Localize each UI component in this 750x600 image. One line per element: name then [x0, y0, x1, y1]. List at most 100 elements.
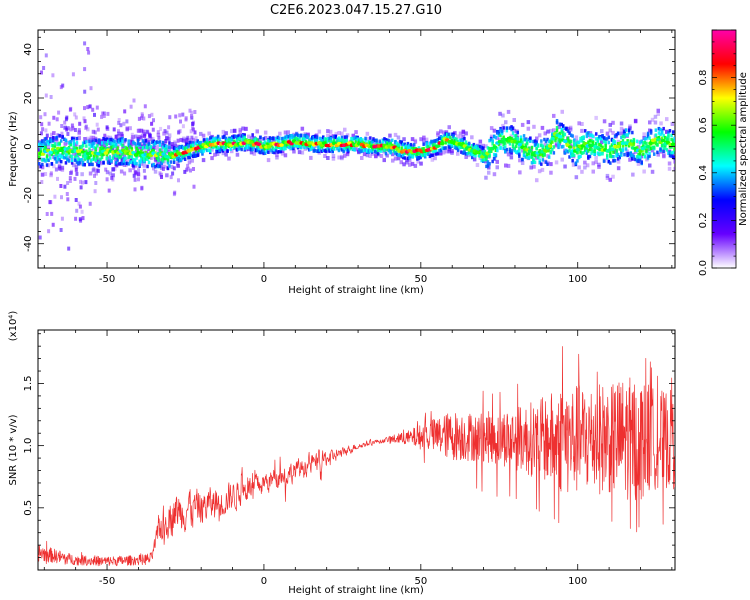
heatmap-cell [52, 150, 55, 154]
heatmap-cell [449, 142, 452, 146]
heatmap-cell [204, 144, 209, 149]
heatmap-cell [78, 121, 82, 126]
x-tick-label: 50 [414, 274, 427, 285]
heatmap-cell [58, 153, 61, 158]
heatmap-cell [42, 140, 46, 144]
heatmap-cell [326, 146, 330, 150]
heatmap-cell [68, 107, 72, 112]
heatmap-cell [535, 136, 539, 141]
heatmap-cell [216, 139, 220, 143]
heatmap-cell [187, 144, 190, 148]
heatmap-cell [42, 148, 46, 152]
heatmap-cell [52, 164, 56, 169]
heatmap-cell [633, 118, 638, 123]
heatmap-cell [430, 157, 435, 162]
heatmap-cell [612, 155, 615, 159]
heatmap-cell [414, 152, 418, 157]
heatmap-cell [623, 135, 626, 139]
heatmap-cell [422, 146, 425, 151]
heatmap-cell [560, 128, 563, 132]
heatmap-cell [73, 176, 77, 181]
heatmap-cell [45, 212, 49, 216]
heatmap-cell [278, 139, 281, 143]
heatmap-cell [433, 149, 436, 154]
heatmap-cell [569, 139, 573, 144]
heatmap-cell [613, 140, 617, 144]
heatmap-cell [337, 155, 341, 160]
heatmap-cell [75, 153, 79, 158]
heatmap-cell [665, 130, 669, 134]
heatmap-cell [278, 131, 282, 136]
heatmap-cell [384, 151, 388, 156]
heatmap-cell [413, 151, 416, 156]
heatmap-cell [77, 131, 81, 136]
colorbar-ticks: 0.00.20.40.60.8 [698, 29, 736, 276]
heatmap-cell [129, 160, 132, 164]
heatmap-cell [591, 134, 595, 139]
heatmap-cell [340, 135, 344, 140]
heatmap-cell [489, 137, 493, 142]
heatmap-cell [337, 131, 341, 135]
heatmap-cell [350, 136, 353, 141]
heatmap-cell [494, 148, 498, 152]
heatmap-cell [45, 158, 49, 162]
heatmap-cell [147, 142, 151, 146]
heatmap-cell [381, 140, 385, 144]
heatmap-cell [620, 135, 623, 140]
heatmap-cell [573, 141, 576, 145]
heatmap-cell [628, 157, 632, 162]
heatmap-cell [130, 160, 134, 164]
heatmap-cell [461, 134, 466, 139]
heatmap-cell [227, 156, 231, 161]
heatmap-cell [38, 235, 42, 240]
heatmap-cell [540, 139, 543, 143]
heatmap-cell [631, 172, 635, 177]
heatmap-cell [246, 145, 250, 150]
heatmap-cell [433, 139, 436, 143]
heatmap-cell [596, 138, 600, 143]
heatmap-cell [177, 159, 181, 163]
heatmap-cell [612, 159, 615, 163]
heatmap-cell [125, 161, 129, 166]
heatmap-cell [106, 111, 110, 116]
heatmap-cell [75, 171, 79, 176]
heatmap-cell [56, 157, 60, 161]
heatmap-cell [83, 157, 86, 161]
heatmap-cell [224, 131, 228, 136]
heatmap-cell [194, 139, 198, 144]
heatmap-cell [549, 128, 553, 133]
heatmap-cell [620, 153, 623, 157]
heatmap-cell [38, 142, 41, 147]
heatmap-cell [111, 138, 115, 143]
heatmap-cell [143, 104, 147, 109]
heatmap-cell [226, 138, 229, 143]
heatmap-cell [165, 144, 168, 149]
heatmap-cell [65, 192, 69, 196]
heatmap-cell [425, 144, 428, 149]
heatmap-cell [182, 146, 185, 150]
heatmap-cell [645, 149, 648, 153]
heatmap-cell [86, 47, 90, 51]
heatmap-cell [50, 139, 54, 143]
heatmap-cell [132, 161, 135, 165]
heatmap-cell [365, 131, 370, 136]
heatmap-cell [151, 148, 154, 153]
heatmap-cell [654, 128, 658, 132]
heatmap-cell [518, 149, 521, 154]
heatmap-cell [122, 159, 126, 163]
heatmap-cell [300, 126, 305, 131]
heatmap-cell [97, 158, 101, 163]
heatmap-cell [395, 141, 399, 146]
heatmap-cell [285, 134, 289, 139]
heatmap-cell [212, 137, 215, 141]
heatmap-cell [190, 153, 193, 157]
heatmap-cell [317, 129, 322, 134]
heatmap-cell [501, 113, 505, 118]
heatmap-cell [108, 171, 113, 176]
heatmap-cell [88, 139, 91, 144]
heatmap-cell [283, 130, 288, 135]
heatmap-cell [50, 152, 54, 157]
heatmap-cell [568, 145, 573, 149]
heatmap-cell [554, 135, 557, 139]
heatmap-cell [660, 129, 664, 133]
